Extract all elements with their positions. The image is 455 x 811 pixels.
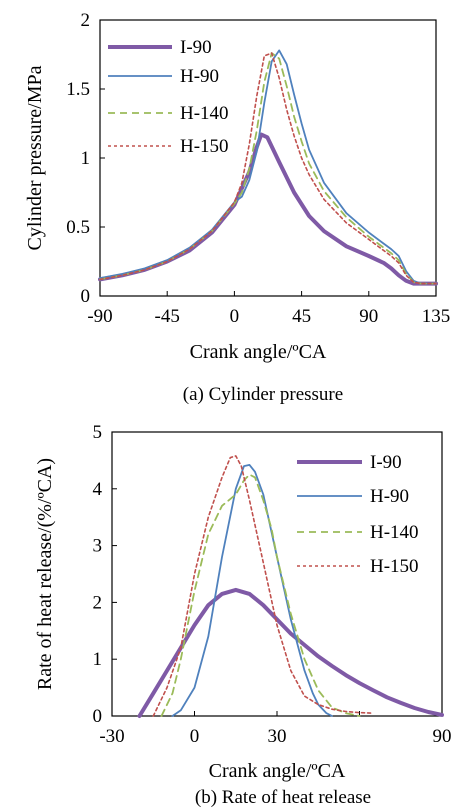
chart-b-y-tick-label: 1	[93, 649, 103, 670]
chart-b-caption: (b) Rate of heat release	[195, 787, 371, 808]
chart-a-line-h-150	[99, 52, 437, 285]
chart-b-x-tick-label: 30	[268, 726, 287, 747]
chart-a-y-tick-label: 1	[81, 148, 91, 169]
chart-a-x-ticks: -90 -45 0 45 90 135	[87, 291, 450, 327]
chart-a-legend: I-90 H-90 H-140 H-150	[108, 37, 229, 157]
chart-b-y-tick-label: 2	[93, 592, 103, 613]
chart-b-legend-label-i-90: I-90	[370, 452, 402, 473]
chart-b-legend-label-h-140: H-140	[370, 522, 419, 543]
chart-a-line-h-140	[99, 52, 437, 285]
chart-b-y-tick-label: 5	[93, 422, 103, 443]
chart-a-y-axis-label: Cylinder pressure/MPa	[24, 65, 46, 250]
chart-a: 0 0.5 1 1.5 2 -90 -45 0 45 90 135 Crank angle/ºCA…	[24, 10, 450, 405]
chart-b-line-h-140	[160, 473, 361, 717]
chart-b-series	[137, 455, 444, 718]
chart-b-line-i-90	[137, 587, 444, 718]
chart-b-y-ticks: 0 1 2 3 4 5	[93, 422, 117, 727]
chart-a-legend-label-i-90: I-90	[180, 37, 212, 58]
chart-a-x-tick-label: -90	[87, 306, 112, 327]
chart-b-x-axis-label: Crank angle/ºCA	[209, 760, 346, 782]
chart-b-legend-label-h-90: H-90	[370, 486, 409, 507]
chart-b-x-tick-label: -30	[99, 726, 124, 747]
chart-b-legend-label-h-150: H-150	[370, 556, 419, 577]
chart-b-line-h-90	[171, 463, 333, 717]
chart-a-series	[98, 49, 438, 286]
chart-a-y-tick-label: 0.5	[66, 217, 90, 238]
chart-a-x-axis-label: Crank angle/ºCA	[190, 341, 327, 363]
chart-a-line-h-90	[99, 49, 437, 285]
chart-a-x-tick-label: 0	[230, 306, 240, 327]
chart-b-line-h-150	[152, 455, 375, 717]
chart-a-y-ticks: 0 0.5 1 1.5 2	[66, 10, 105, 307]
chart-a-caption: (a) Cylinder pressure	[183, 384, 343, 405]
chart-b-x-tick-label: 0	[190, 726, 200, 747]
chart-b-y-tick-label: 4	[93, 479, 103, 500]
chart-a-y-tick-label: 0	[81, 286, 91, 307]
chart-a-x-tick-label: 90	[359, 306, 378, 327]
chart-a-x-tick-label: 45	[292, 306, 311, 327]
chart-a-legend-label-h-140: H-140	[180, 103, 229, 124]
chart-b-x-tick-label: 90	[433, 726, 452, 747]
chart-b-y-axis-label: Rate of heat release/(%/ºCA)	[34, 458, 56, 690]
chart-b-legend: I-90 H-90 H-140 H-150	[297, 452, 419, 577]
chart-a-line-i-90	[98, 132, 438, 286]
chart-a-legend-label-h-90: H-90	[180, 66, 219, 87]
chart-a-y-tick-label: 2	[81, 10, 91, 31]
chart-b-y-tick-label: 0	[93, 706, 103, 727]
chart-b-y-tick-label: 3	[93, 536, 103, 557]
chart-a-plot-frame	[99, 19, 437, 297]
chart-a-y-tick-label: 1.5	[66, 79, 90, 100]
chart-a-x-tick-label: 135	[422, 306, 451, 327]
chart-a-legend-label-h-150: H-150	[180, 136, 229, 157]
chart-a-x-tick-label: -45	[155, 306, 180, 327]
